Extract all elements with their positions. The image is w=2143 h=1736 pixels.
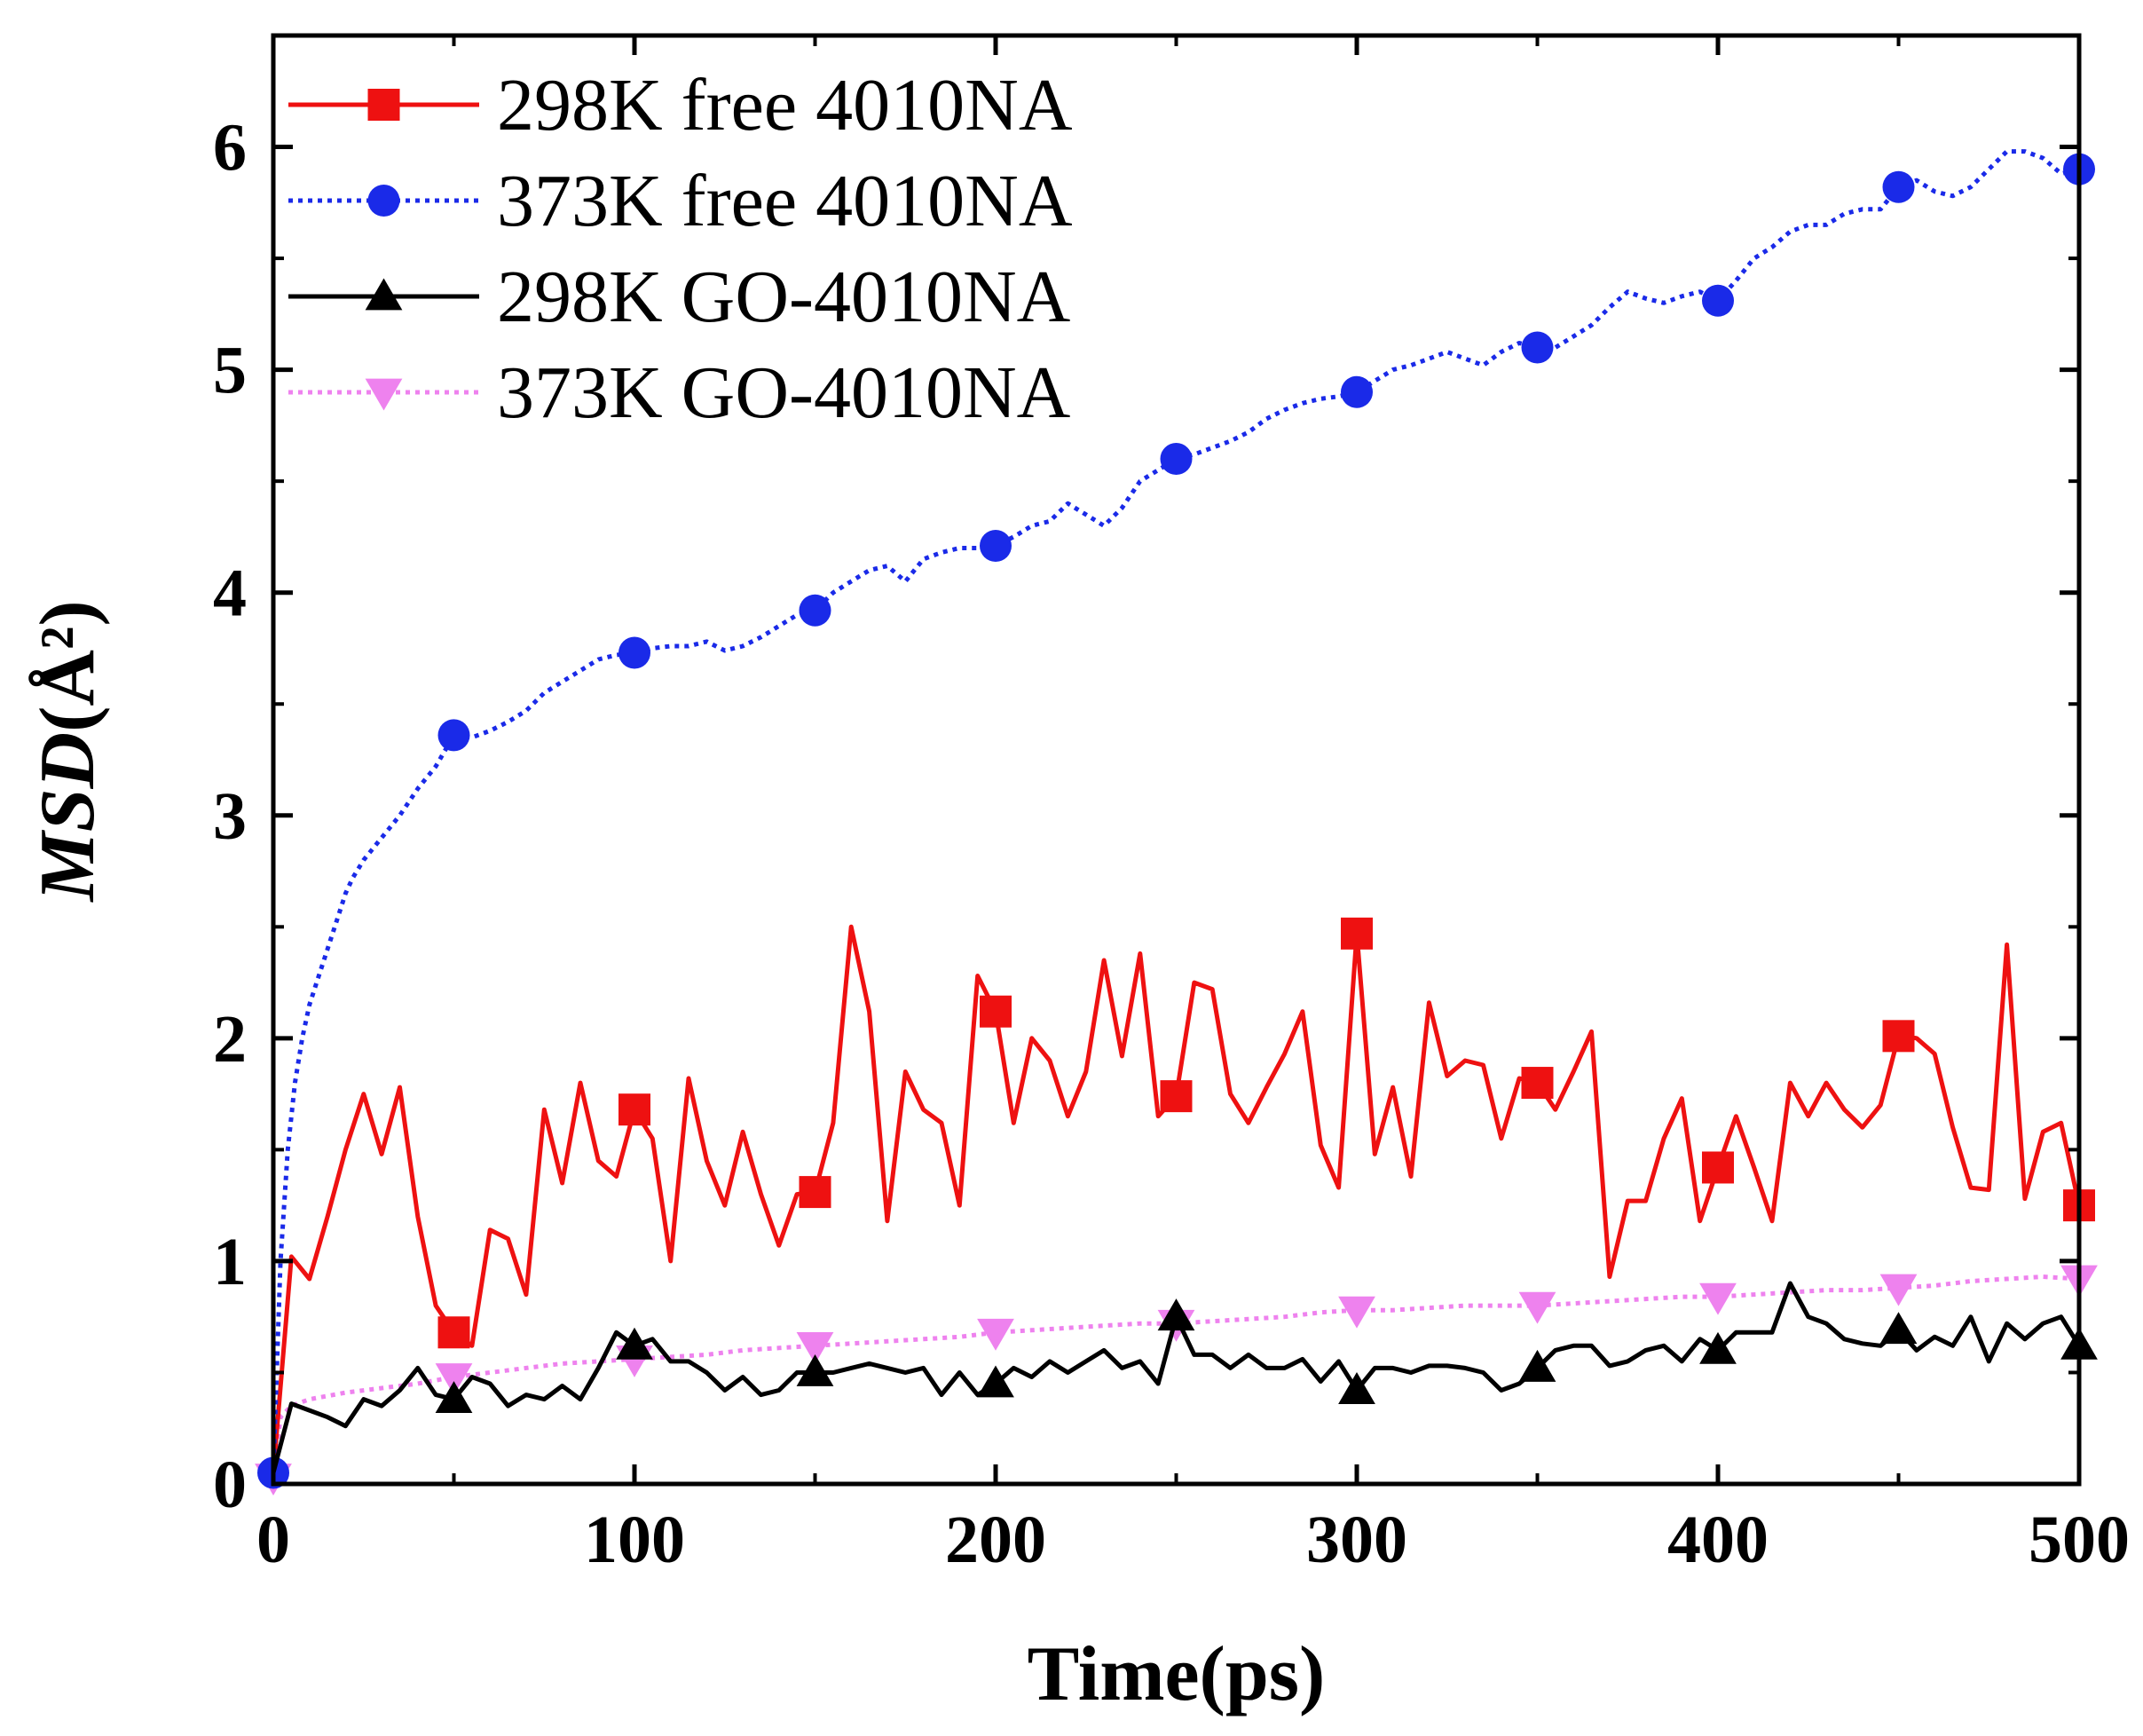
series-3-marker bbox=[977, 1365, 1014, 1398]
series-1-marker bbox=[980, 995, 1012, 1028]
y-tick-label: 5 bbox=[213, 334, 247, 408]
series-2-marker bbox=[1160, 443, 1193, 476]
series-1-marker bbox=[1341, 917, 1373, 950]
series-3-marker bbox=[435, 1381, 473, 1413]
series-3-marker bbox=[616, 1327, 653, 1360]
series-4-marker bbox=[796, 1331, 834, 1364]
legend-item-3: 298K GO-4010NA bbox=[288, 256, 1071, 338]
x-tick-label: 400 bbox=[1667, 1503, 1769, 1577]
series-1-line bbox=[271, 924, 2082, 1473]
legend-label: 298K GO-4010NA bbox=[497, 256, 1071, 338]
x-tick-label: 200 bbox=[945, 1503, 1046, 1577]
y-tick-label: 0 bbox=[213, 1448, 247, 1522]
series-1-marker bbox=[1160, 1080, 1193, 1113]
y-axis-title-unit: (Å²) bbox=[25, 600, 111, 732]
y-tick-label: 3 bbox=[213, 779, 247, 854]
series-2-marker bbox=[799, 594, 831, 627]
series-2-marker bbox=[980, 529, 1012, 562]
series-4-marker bbox=[1879, 1274, 1918, 1306]
series-3-marker bbox=[1518, 1349, 1556, 1382]
series-1-marker bbox=[437, 1316, 470, 1349]
legend-item-1: 298K free 4010NA bbox=[288, 64, 1073, 146]
series-1-marker bbox=[799, 1176, 831, 1209]
series-2-marker bbox=[1341, 375, 1373, 408]
x-axis-title: Time(ps) bbox=[1028, 1631, 1326, 1717]
series-3-marker bbox=[796, 1353, 834, 1386]
series-layer bbox=[255, 149, 2098, 1495]
series-2-marker bbox=[1702, 284, 1734, 317]
legend-label: 298K free 4010NA bbox=[497, 64, 1073, 146]
legend-marker bbox=[365, 278, 403, 311]
series-2-marker bbox=[437, 719, 470, 752]
series-2-marker bbox=[618, 636, 650, 669]
x-tick-label: 100 bbox=[584, 1503, 685, 1577]
legend-marker bbox=[365, 378, 403, 411]
series-3 bbox=[271, 1281, 2098, 1474]
axes-layer: 0 100 200 300 400 500 0 1 2 3 4 5 6 Time(ps) MSD(Å²) bbox=[25, 33, 2130, 1717]
series-4-marker bbox=[435, 1363, 473, 1396]
x-tick-label: 0 bbox=[256, 1503, 290, 1577]
series-3-marker bbox=[1157, 1298, 1195, 1331]
y-axis-title: MSD(Å²) bbox=[25, 600, 111, 903]
y-axis-title-italic: MSD bbox=[25, 732, 111, 904]
legend-marker bbox=[367, 185, 400, 217]
series-4-line bbox=[271, 1274, 2080, 1478]
series-4-marker bbox=[1699, 1282, 1737, 1315]
series-2-marker bbox=[1521, 331, 1554, 364]
series-3-marker bbox=[1338, 1372, 1375, 1404]
series-3-marker bbox=[1699, 1331, 1737, 1364]
legend-item-2: 373K free 4010NA bbox=[288, 160, 1073, 242]
series-2-line bbox=[271, 149, 2080, 1473]
series-1-marker bbox=[618, 1093, 650, 1126]
series-1-marker bbox=[1702, 1151, 1734, 1184]
legend: 298K free 4010NA 373K free 4010NA 298K GO-… bbox=[288, 64, 1073, 434]
plot-frame bbox=[271, 33, 2082, 1487]
legend-label: 373K GO-4010NA bbox=[497, 351, 1071, 434]
series-1-marker bbox=[1882, 1020, 1915, 1053]
legend-label: 373K free 4010NA bbox=[497, 160, 1073, 242]
series-4-marker bbox=[1338, 1296, 1375, 1329]
series-1-marker bbox=[1521, 1067, 1554, 1100]
series-4-marker bbox=[977, 1318, 1014, 1351]
x-tick-label: 300 bbox=[1306, 1503, 1407, 1577]
series-4-marker bbox=[1518, 1291, 1556, 1324]
series-3-marker bbox=[1879, 1312, 1918, 1345]
y-tick-label: 1 bbox=[213, 1225, 247, 1299]
series-2 bbox=[257, 149, 2095, 1489]
y-tick-label: 2 bbox=[213, 1002, 247, 1077]
y-tick-label: 6 bbox=[213, 111, 247, 185]
legend-marker bbox=[367, 89, 400, 121]
legend-item-4: 373K GO-4010NA bbox=[288, 351, 1071, 434]
y-tick-label: 4 bbox=[213, 556, 247, 631]
series-1 bbox=[271, 917, 2095, 1473]
series-2-marker bbox=[1882, 170, 1915, 203]
x-tick-label: 500 bbox=[2029, 1503, 2130, 1577]
